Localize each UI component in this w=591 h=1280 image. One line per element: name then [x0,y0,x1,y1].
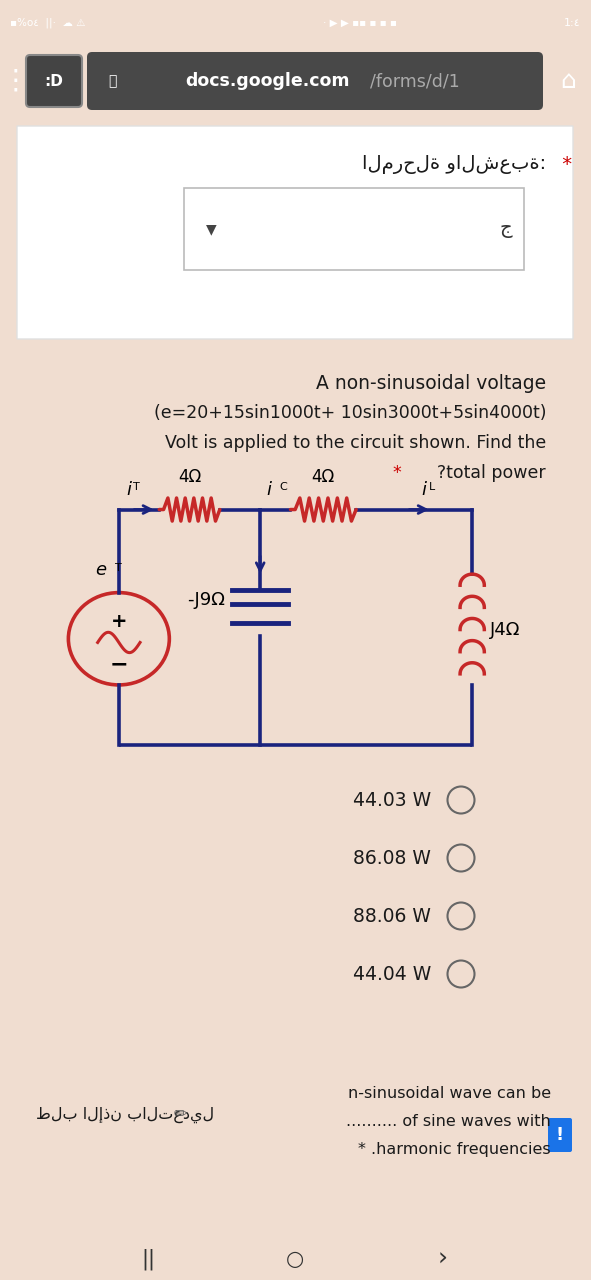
Text: /forms/d/1: /forms/d/1 [370,72,460,90]
Text: 44.04 W: 44.04 W [353,965,431,983]
Text: T: T [134,483,140,492]
Text: ⌂: ⌂ [560,69,576,93]
Text: i: i [422,481,427,499]
FancyBboxPatch shape [26,55,82,108]
Text: ?total power: ?total power [437,463,546,483]
Text: ○: ○ [286,1249,304,1268]
Text: ✏: ✏ [174,1103,188,1123]
Text: ج: ج [499,219,512,238]
Text: 88.06 W: 88.06 W [353,906,431,925]
Text: :D: :D [44,73,63,88]
FancyBboxPatch shape [548,1117,572,1152]
Text: المرحلة والشعبة:: المرحلة والشعبة: [362,155,546,174]
Text: (e=20+15sin1000t+ 10sin3000t+5sin4000t): (e=20+15sin1000t+ 10sin3000t+5sin4000t) [154,404,546,422]
Text: 44.03 W: 44.03 W [353,791,431,809]
Text: −: − [109,654,128,675]
Text: ||: || [141,1248,155,1270]
Text: i: i [267,481,271,499]
Text: J4Ω: J4Ω [490,621,520,639]
Text: C: C [280,483,287,492]
FancyBboxPatch shape [17,125,573,339]
Text: L: L [429,483,436,492]
Text: * .harmonic frequencies: * .harmonic frequencies [358,1142,551,1157]
Text: طلب الإذن بالتعديل: طلب الإذن بالتعديل [36,1107,214,1124]
Text: n-sinusoidal wave can be: n-sinusoidal wave can be [348,1085,551,1101]
Text: docs.google.com: docs.google.com [185,72,349,90]
Text: ▪%o٤  ||·  ☁ ⚠: ▪%o٤ ||· ☁ ⚠ [10,18,85,28]
Text: ⋮: ⋮ [1,67,29,95]
FancyBboxPatch shape [87,52,543,110]
Text: T: T [115,563,122,573]
Text: 4Ω: 4Ω [178,467,201,485]
Text: 1:٤: 1:٤ [563,18,580,28]
Text: *: * [556,155,572,174]
Text: e: e [95,561,106,579]
Text: Volt is applied to the circuit shown. Find the: Volt is applied to the circuit shown. Fi… [165,434,546,452]
Text: · ▶ ▶ ▪▪ ▪ ▪ ▪: · ▶ ▶ ▪▪ ▪ ▪ ▪ [323,18,397,28]
Text: i: i [126,481,131,499]
Text: ▼: ▼ [206,221,216,236]
Text: .......... of sine waves with: .......... of sine waves with [346,1114,551,1129]
Text: !: ! [556,1126,564,1144]
FancyBboxPatch shape [184,188,524,270]
Text: 86.08 W: 86.08 W [353,849,431,868]
Text: A non-sinusoidal voltage: A non-sinusoidal voltage [316,374,546,393]
Text: ›: › [438,1247,448,1271]
Text: +: + [111,612,127,631]
Text: 🔒: 🔒 [108,74,116,88]
Text: 4Ω: 4Ω [311,467,335,485]
Text: -J9Ω: -J9Ω [187,590,225,608]
Text: *: * [392,463,401,483]
